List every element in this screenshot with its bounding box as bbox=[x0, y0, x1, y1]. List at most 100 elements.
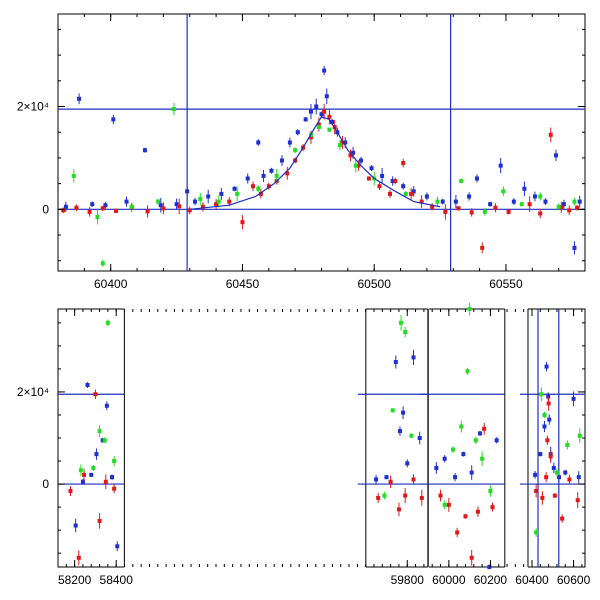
green-data-point bbox=[459, 424, 464, 429]
blue-data-point bbox=[359, 158, 364, 163]
red-data-point bbox=[567, 208, 572, 213]
blue-data-point bbox=[572, 245, 577, 250]
green-data-point bbox=[274, 173, 279, 178]
red-data-point bbox=[419, 199, 424, 204]
green-data-point bbox=[465, 369, 470, 374]
red-data-point bbox=[388, 479, 393, 484]
blue-data-point bbox=[90, 202, 95, 207]
green-data-point bbox=[327, 127, 332, 132]
green-data-point bbox=[542, 412, 547, 417]
blue-data-point bbox=[94, 452, 99, 457]
blue-data-point bbox=[314, 104, 319, 109]
blue-data-point bbox=[442, 456, 447, 461]
green-data-point bbox=[91, 465, 96, 470]
green-data-point bbox=[556, 204, 561, 209]
y-tick-label: 0 bbox=[42, 202, 49, 216]
blue-data-point bbox=[104, 403, 109, 408]
blue-data-point bbox=[324, 94, 329, 99]
blue-data-point bbox=[511, 199, 516, 204]
red-data-point bbox=[430, 204, 435, 209]
red-data-point bbox=[93, 392, 98, 397]
blue-data-point bbox=[63, 204, 68, 209]
green-data-point bbox=[403, 191, 408, 196]
red-data-point bbox=[145, 209, 150, 214]
blue-data-point bbox=[401, 184, 406, 189]
green-data-point bbox=[577, 433, 582, 438]
blue-data-point bbox=[571, 396, 576, 401]
x-tick-label: 58200 bbox=[58, 573, 92, 587]
red-data-point bbox=[366, 176, 371, 181]
blue-data-point bbox=[522, 186, 527, 191]
blue-data-point bbox=[401, 410, 406, 415]
green-data-point bbox=[129, 204, 134, 209]
blue-data-point bbox=[193, 199, 198, 204]
red-data-point bbox=[177, 204, 182, 209]
green-data-point bbox=[572, 199, 577, 204]
green-data-point bbox=[442, 502, 447, 507]
blue-data-point bbox=[73, 523, 78, 528]
red-data-point bbox=[348, 153, 353, 158]
blue-data-point bbox=[498, 163, 503, 168]
red-data-point bbox=[540, 495, 545, 500]
red-data-point bbox=[559, 205, 564, 210]
red-data-point bbox=[377, 184, 382, 189]
green-data-point bbox=[534, 530, 539, 535]
blue-data-point bbox=[469, 470, 474, 475]
blue-data-point bbox=[547, 417, 552, 422]
blue-data-point bbox=[393, 359, 398, 364]
green-data-point bbox=[399, 320, 404, 325]
blue-data-point bbox=[576, 475, 581, 480]
red-data-point bbox=[393, 179, 398, 184]
red-data-point bbox=[87, 209, 92, 214]
red-data-point bbox=[113, 208, 118, 213]
green-data-point bbox=[459, 179, 464, 184]
red-data-point bbox=[100, 206, 105, 211]
red-data-point bbox=[548, 454, 553, 459]
blue-data-point bbox=[542, 424, 547, 429]
red-data-point bbox=[469, 210, 474, 215]
x-tick-label: 60550 bbox=[489, 277, 523, 291]
x-tick-label: 60200 bbox=[474, 573, 508, 587]
blue-data-point bbox=[369, 166, 374, 171]
red-data-point bbox=[534, 488, 539, 493]
green-data-point bbox=[501, 189, 506, 194]
axis-break-gap bbox=[124, 308, 366, 568]
model-curve bbox=[189, 116, 441, 210]
red-data-point bbox=[356, 163, 361, 168]
red-data-point bbox=[575, 205, 580, 210]
red-data-point bbox=[401, 161, 406, 166]
blue-data-point bbox=[308, 109, 313, 114]
red-data-point bbox=[250, 184, 255, 189]
green-data-point bbox=[97, 429, 102, 434]
blue-data-point bbox=[488, 202, 493, 207]
red-data-point bbox=[187, 208, 192, 213]
red-data-point bbox=[396, 507, 401, 512]
blue-data-point bbox=[351, 150, 356, 155]
green-data-point bbox=[382, 493, 387, 498]
green-data-point bbox=[450, 447, 455, 452]
blue-data-point bbox=[424, 194, 429, 199]
red-data-point bbox=[227, 199, 232, 204]
blue-data-point bbox=[295, 130, 300, 135]
red-data-point bbox=[308, 135, 313, 140]
blue-data-point bbox=[115, 544, 120, 549]
blue-data-point bbox=[467, 194, 472, 199]
blue-data-point bbox=[303, 117, 308, 122]
red-data-point bbox=[388, 191, 393, 196]
red-data-point bbox=[76, 555, 81, 560]
blue-data-point bbox=[374, 477, 379, 482]
red-data-point bbox=[327, 114, 332, 119]
blue-data-point bbox=[322, 68, 327, 73]
blue-data-point bbox=[319, 112, 324, 117]
red-data-point bbox=[200, 204, 205, 209]
blue-data-point bbox=[330, 119, 335, 124]
blue-data-point bbox=[453, 475, 458, 480]
red-data-point bbox=[266, 184, 271, 189]
y-tick-label: 2×10⁴ bbox=[17, 100, 49, 114]
blue-data-point bbox=[543, 199, 548, 204]
green-data-point bbox=[488, 488, 493, 493]
blue-data-point bbox=[142, 148, 147, 153]
blue-data-point bbox=[561, 202, 566, 207]
blue-data-point bbox=[461, 452, 466, 457]
red-data-point bbox=[548, 132, 553, 137]
